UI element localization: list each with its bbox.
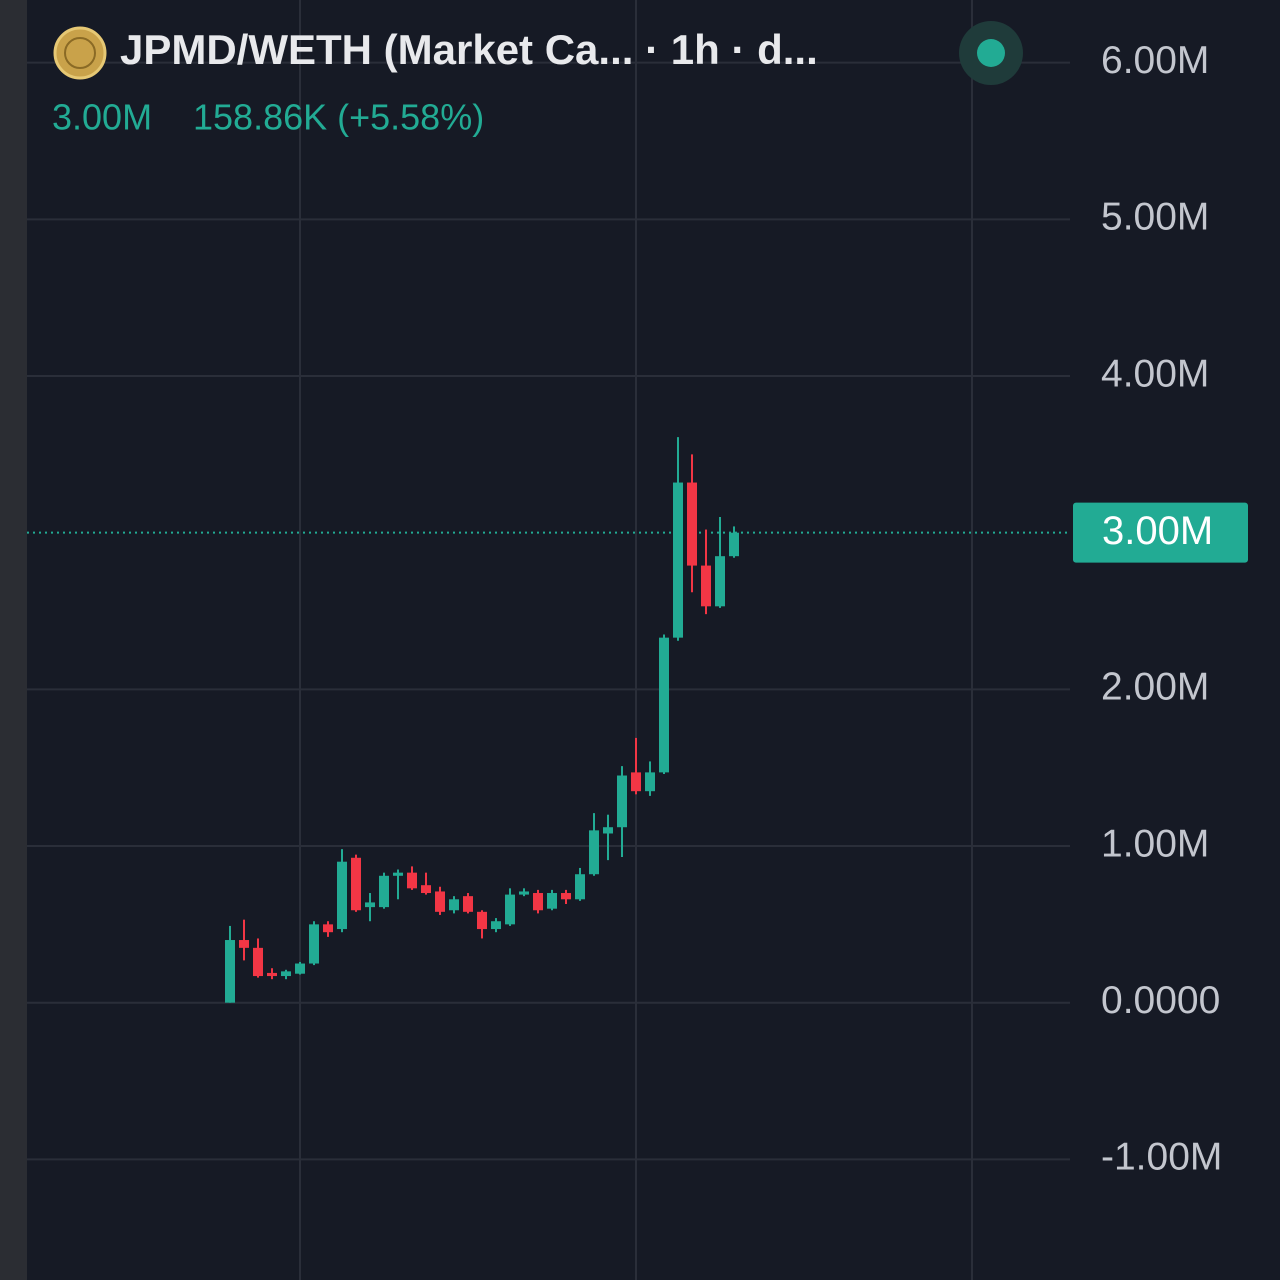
candle-body [435,891,445,912]
candle-body [575,874,585,900]
candle-body [729,532,739,557]
last-price: 3.00M [52,97,152,138]
price-label-box [1073,502,1248,563]
candle-body [631,772,641,792]
candle-body [281,971,291,977]
grid [27,0,1070,1280]
y-tick-label: 6.00M [1101,39,1209,82]
side-strip [0,0,27,1280]
candle-body [617,775,627,828]
candle-body [239,940,249,948]
candle-body [309,924,319,964]
candle-body [225,940,235,1003]
candle-body [589,830,599,875]
candle-body [561,893,571,900]
candle-body [379,875,389,908]
y-tick-label: 0.0000 [1101,979,1220,1022]
candle-body [449,899,459,911]
candle-body [351,857,361,911]
candle-body [715,556,725,607]
candle-body [267,972,277,977]
candle-body [533,893,543,911]
candle-body [477,911,487,930]
y-tick-label: 4.00M [1101,352,1209,395]
candle-body [295,963,305,974]
candle-body [659,637,669,773]
candle-body [491,921,501,930]
candle-body [337,861,347,930]
candle-body [687,482,697,566]
candle-body [547,893,557,909]
y-tick-label: 5.00M [1101,196,1209,239]
candle-body [421,885,431,894]
y-tick-label: 1.00M [1101,822,1209,865]
candle-body [407,872,417,889]
candle-body [323,924,333,933]
candle-body [673,482,683,638]
y-tick-label: -1.00M [1101,1136,1222,1179]
candle-body [393,872,403,876]
candle-body [603,827,613,834]
coin-logo-ring [64,37,96,69]
price-change: 158.86K (+5.58%) [193,97,484,138]
candle-body [365,902,375,908]
coin-logo [53,26,107,80]
status-dot [977,39,1005,67]
y-tick-label: 2.00M [1101,666,1209,709]
candle-body [701,565,711,607]
chart-title: JPMD/WETH (Market Ca... · 1h · d... [120,26,818,73]
price-label: 3.00M [1102,509,1213,553]
candle-body [519,891,529,895]
candle-body [253,947,263,977]
candle-body [463,896,473,912]
candles [225,437,739,1003]
candle-body [505,894,515,925]
candle-body [645,772,655,792]
